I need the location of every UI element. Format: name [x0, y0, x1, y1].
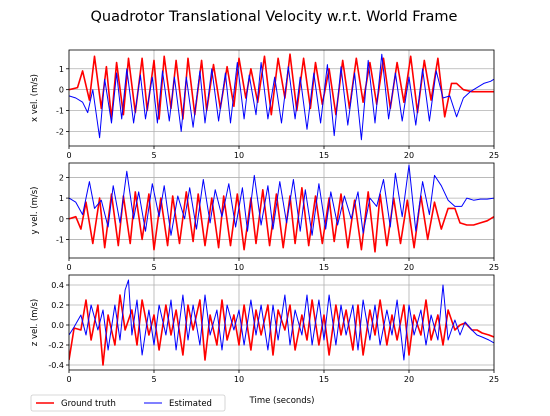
x-tick-label: 20 [404, 263, 414, 272]
x-tick-label: 10 [234, 263, 244, 272]
plot-area [69, 279, 494, 366]
y-tick-label: 1 [59, 65, 64, 74]
x-tick-label: 25 [489, 151, 499, 160]
x-tick-label: 15 [319, 375, 329, 384]
series-line-ground-truth [69, 53, 494, 120]
y-tick-label: 0.2 [51, 301, 64, 310]
series-line-estimated [69, 164, 494, 236]
plot-area [69, 164, 494, 253]
x-tick-label: 10 [234, 151, 244, 160]
x-tick-label: 20 [404, 151, 414, 160]
axes-frame [68, 274, 495, 371]
axes-frame [68, 49, 495, 147]
x-axis-label: Time (seconds) [249, 396, 315, 406]
legend-box [30, 394, 226, 412]
y-tick-label: -0.2 [48, 341, 64, 350]
y-tick-label: 0 [59, 86, 64, 95]
y-axis-label: z vel. (m/s) [30, 299, 40, 346]
y-axis-label: x vel. (m/s) [30, 74, 40, 122]
y-tick-label: -0.4 [48, 361, 64, 370]
plot-area [69, 53, 494, 141]
x-tick-label: 15 [319, 263, 329, 272]
x-tick-label: 20 [404, 375, 414, 384]
series-line-ground-truth [69, 187, 494, 253]
x-tick-label: 0 [66, 375, 71, 384]
y-tick-label: -1 [56, 107, 64, 116]
legend: Ground truth Estimated [30, 394, 226, 412]
y-axis-label: y vel. (m/s) [30, 187, 40, 235]
series-line-estimated [69, 279, 494, 361]
y-tick-label: 0 [59, 215, 64, 224]
x-tick-label: 5 [151, 263, 156, 272]
x-tick-label: 25 [489, 263, 499, 272]
legend-label: Estimated [169, 399, 212, 409]
x-tick-label: 5 [151, 375, 156, 384]
legend-label: Ground truth [61, 399, 116, 409]
x-tick-label: 5 [151, 151, 156, 160]
y-tick-label: -2 [56, 127, 64, 136]
subplot-3: 0 5 10 15 20 25 0.4 0.2 0.0 -0.2 -0.4 z vel. (m/s) [30, 274, 499, 384]
x-tick-label: 15 [319, 151, 329, 160]
series-line-estimated [69, 53, 494, 141]
x-tick-label: 0 [66, 151, 71, 160]
x-tick-label: 0 [66, 263, 71, 272]
x-tick-label: 10 [234, 375, 244, 384]
y-tick-label: 0.0 [51, 321, 64, 330]
y-tick-label: 2 [59, 173, 64, 182]
y-tick-label: 1 [59, 194, 64, 203]
axes-frame [68, 162, 495, 259]
x-tick-label: 25 [489, 375, 499, 384]
figure-title: Quadrotor Translational Velocity w.r.t. … [91, 9, 458, 25]
y-tick-label: 0.4 [51, 281, 64, 290]
y-tick-label: -1 [56, 235, 64, 244]
